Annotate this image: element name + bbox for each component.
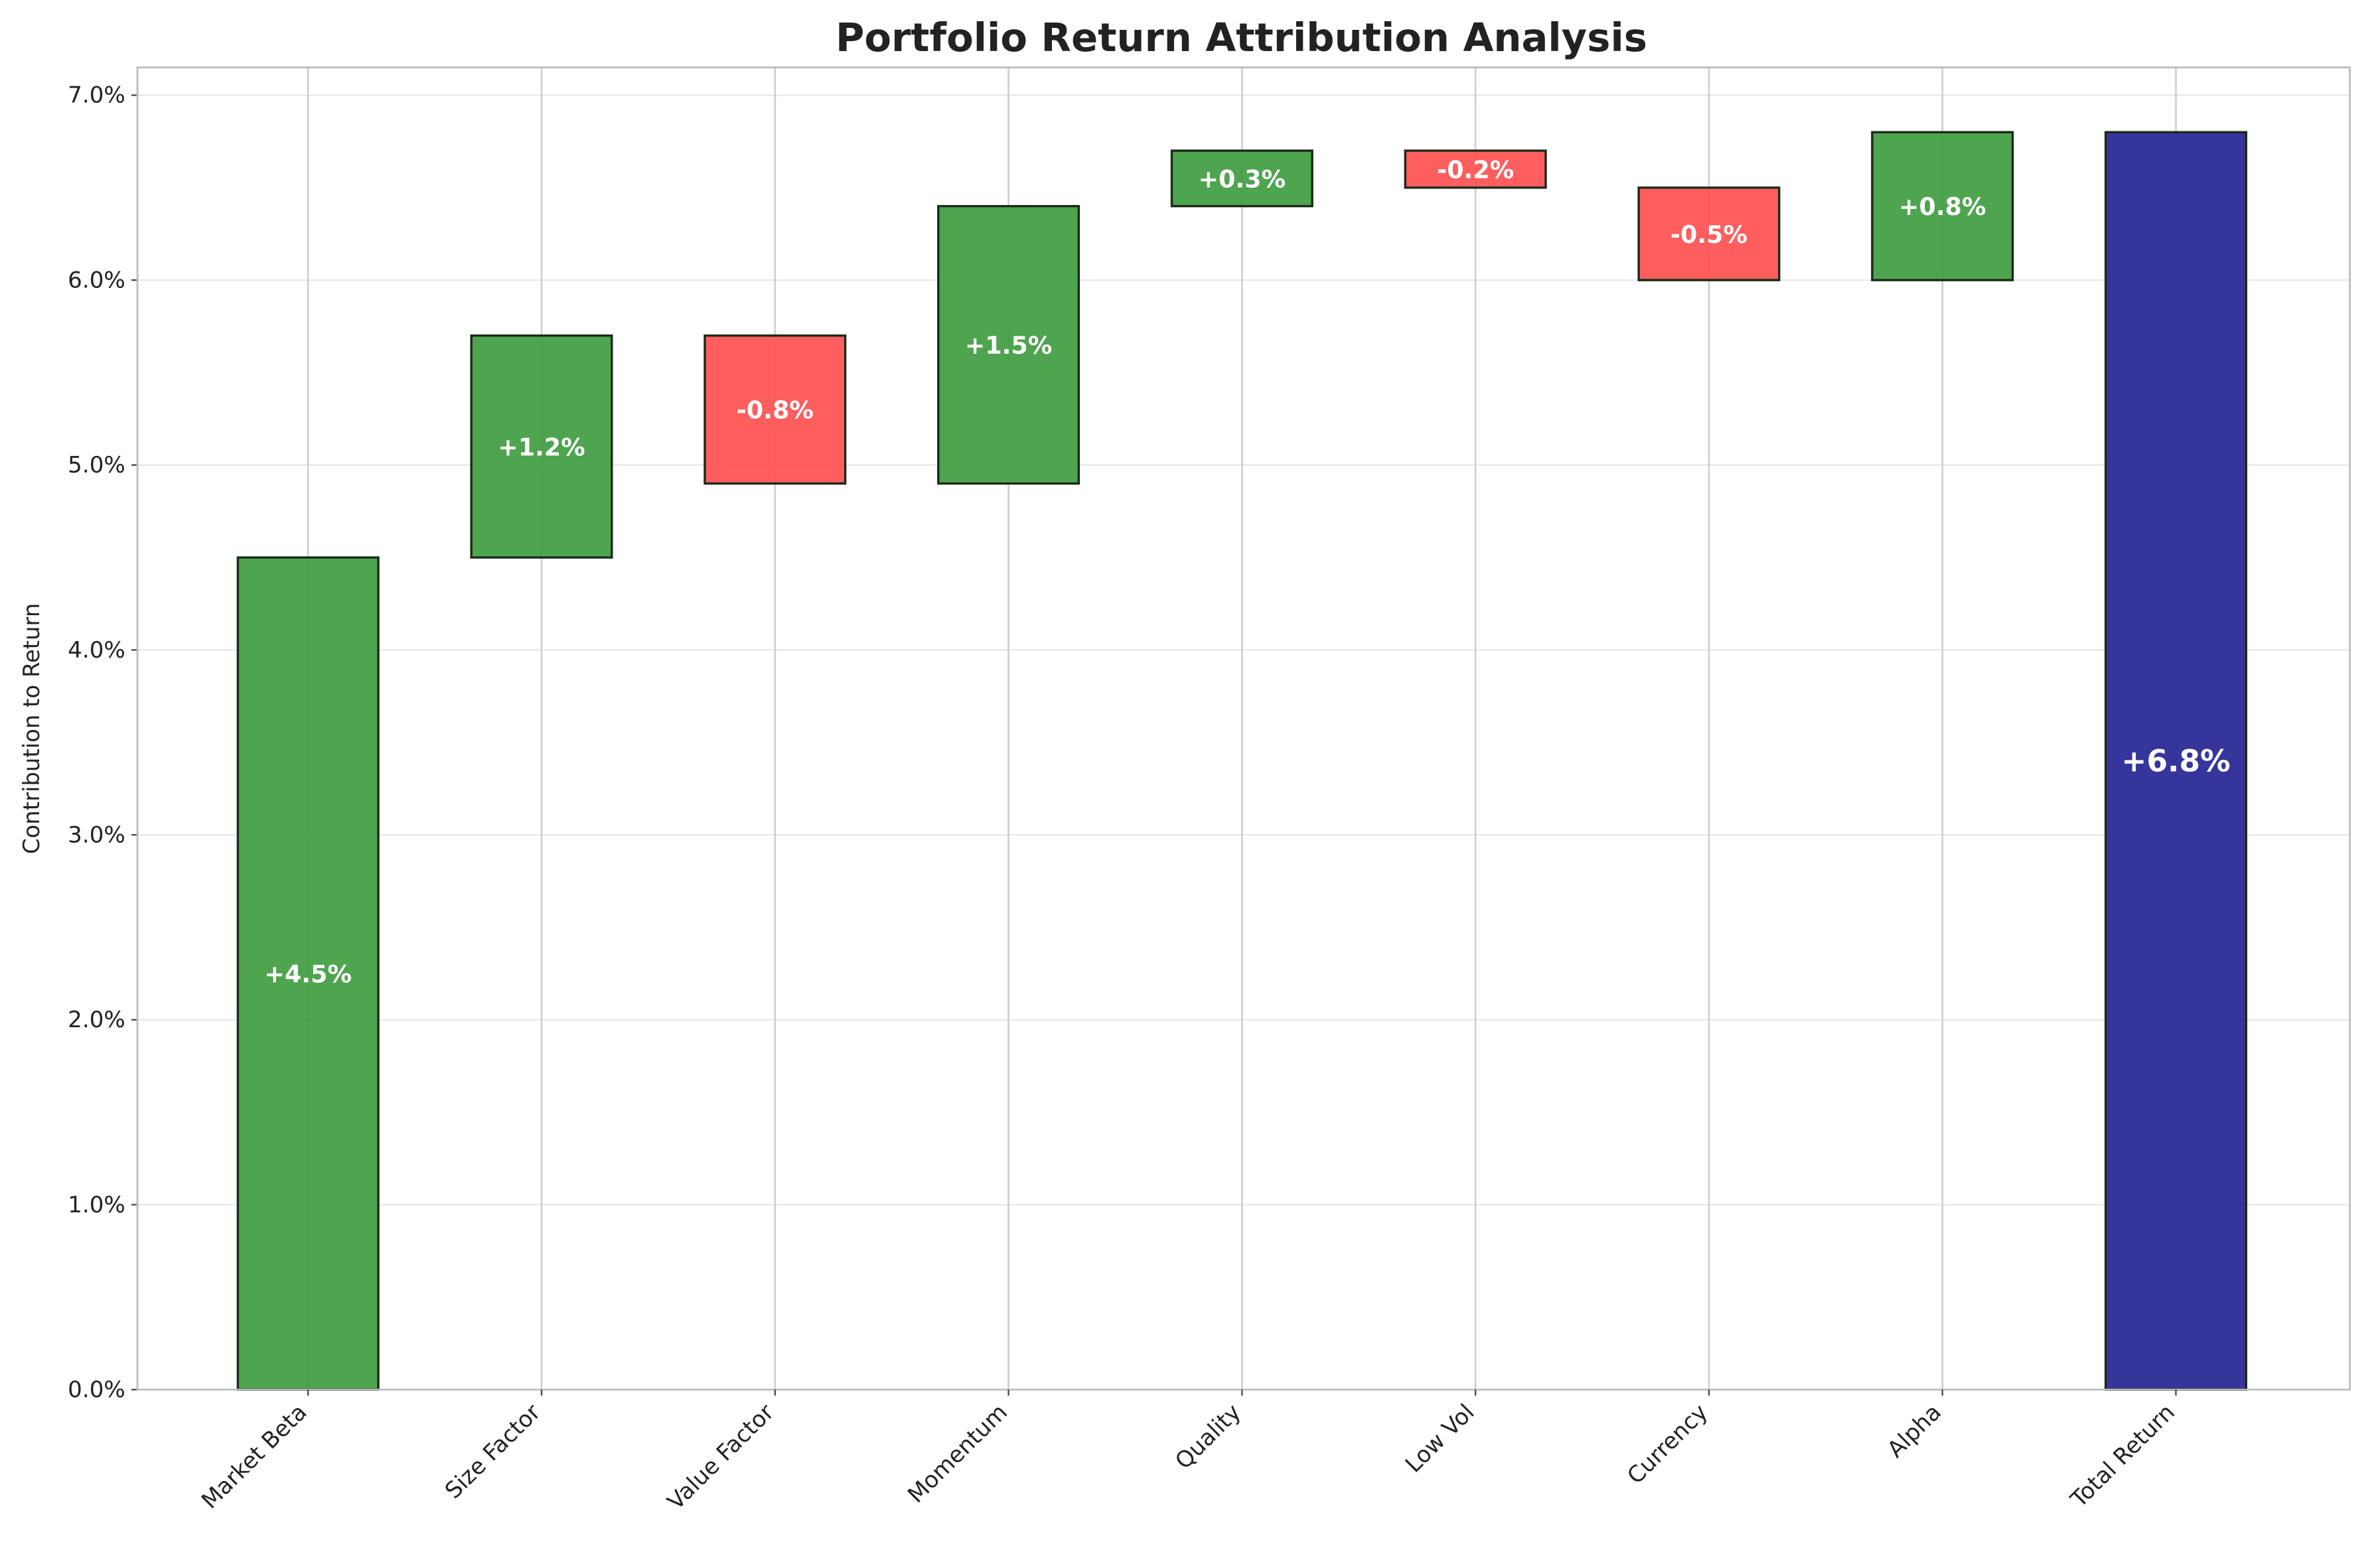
x-tick-label: Market Beta: [196, 1399, 313, 1514]
value-label: -0.8%: [737, 396, 814, 425]
y-tick-label: 0.0%: [68, 1377, 125, 1403]
value-label: +4.5%: [264, 960, 351, 989]
bar: [937, 204, 1080, 485]
value-label: +1.5%: [965, 331, 1052, 360]
x-tick-label: Currency: [1622, 1399, 1713, 1489]
bar: [1637, 186, 1781, 281]
bar: [2105, 131, 2248, 1391]
bar: [470, 334, 613, 559]
y-tick-label: 4.0%: [68, 637, 125, 664]
y-tick-label: 2.0%: [68, 1007, 125, 1033]
y-tick-label: 5.0%: [68, 452, 125, 478]
bar: [1404, 149, 1547, 189]
bar: [703, 334, 847, 485]
x-tick-label: Momentum: [903, 1399, 1013, 1508]
value-label: +0.3%: [1199, 165, 1286, 194]
value-label: +6.8%: [2121, 744, 2230, 779]
x-tick-label: Size Factor: [440, 1399, 546, 1504]
bar: [236, 556, 380, 1391]
y-tick-label: 7.0%: [68, 82, 125, 109]
x-tick-label: Low Vol: [1400, 1399, 1480, 1478]
y-tick-label: 3.0%: [68, 822, 125, 849]
y-tick-label: 6.0%: [68, 267, 125, 294]
y-tick-label: 1.0%: [68, 1192, 125, 1218]
x-tick-label: Quality: [1170, 1399, 1246, 1474]
value-label: +0.8%: [1899, 192, 1986, 221]
value-label: -0.5%: [1670, 220, 1747, 249]
plot-area: [137, 67, 2350, 1390]
bar: [1170, 149, 1313, 208]
value-label: +1.2%: [498, 433, 585, 462]
y-axis-label: Contribution to Return: [19, 603, 45, 854]
x-tick-label: Total Return: [2065, 1399, 2180, 1513]
chart-title: Portfolio Return Attribution Analysis: [836, 15, 1647, 60]
x-tick-label: Alpha: [1882, 1399, 1947, 1462]
bar: [1871, 131, 2014, 281]
x-tick-label: Value Factor: [662, 1399, 779, 1515]
value-label: -0.2%: [1437, 156, 1514, 184]
plot-frame: [136, 66, 2351, 1391]
